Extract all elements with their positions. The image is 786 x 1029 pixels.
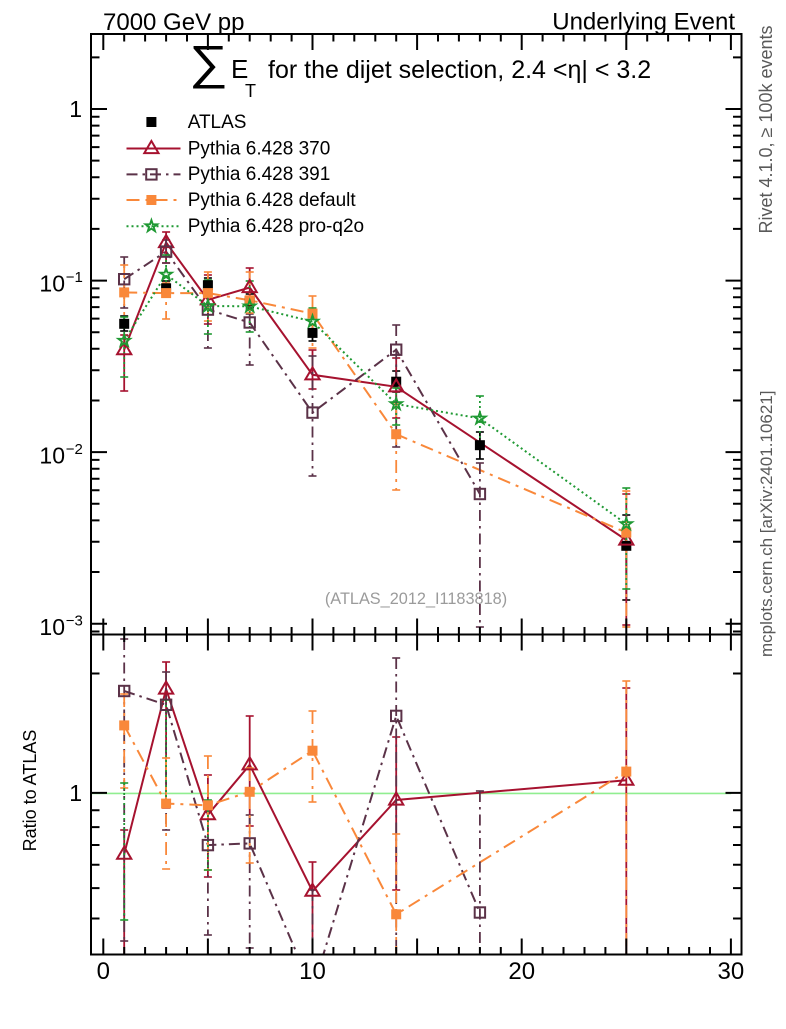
svg-text:Pythia 6.428 391: Pythia 6.428 391 xyxy=(188,164,331,185)
svg-text:Ratio to ATLAS: Ratio to ATLAS xyxy=(20,730,40,852)
svg-text:E: E xyxy=(231,54,248,84)
svg-text:−1: −1 xyxy=(66,269,83,286)
svg-text:Underlying Event: Underlying Event xyxy=(552,9,735,36)
svg-text:Rivet 4.1.0, ≥ 100k events: Rivet 4.1.0, ≥ 100k events xyxy=(756,26,776,234)
svg-text:0: 0 xyxy=(97,958,110,985)
svg-text:(ATLAS_2012_I1183818): (ATLAS_2012_I1183818) xyxy=(325,590,507,608)
svg-text:−2: −2 xyxy=(66,441,83,458)
svg-text:10: 10 xyxy=(39,271,65,297)
svg-text:for the dijet selection, 2.4 <: for the dijet selection, 2.4 <η| < 3.2 xyxy=(268,56,651,84)
svg-text:ATLAS: ATLAS xyxy=(188,112,247,133)
svg-text:Pythia 6.428 pro-q2o: Pythia 6.428 pro-q2o xyxy=(188,216,364,237)
svg-text:Pythia 6.428 default: Pythia 6.428 default xyxy=(188,190,357,211)
svg-text:∑: ∑ xyxy=(189,36,228,89)
svg-text:1: 1 xyxy=(69,96,82,122)
svg-text:T: T xyxy=(245,81,256,101)
svg-text:30: 30 xyxy=(718,958,745,985)
svg-text:mcplots.cern.ch [arXiv:2401.10: mcplots.cern.ch [arXiv:2401.10621] xyxy=(757,391,776,657)
svg-text:7000 GeV pp: 7000 GeV pp xyxy=(103,9,244,36)
svg-text:−3: −3 xyxy=(66,612,83,629)
svg-text:Pythia 6.428 370: Pythia 6.428 370 xyxy=(188,138,331,159)
svg-text:10: 10 xyxy=(39,442,65,468)
svg-text:20: 20 xyxy=(508,958,535,985)
svg-text:1: 1 xyxy=(69,780,82,806)
svg-text:10: 10 xyxy=(299,958,326,985)
svg-text:10: 10 xyxy=(39,614,65,640)
